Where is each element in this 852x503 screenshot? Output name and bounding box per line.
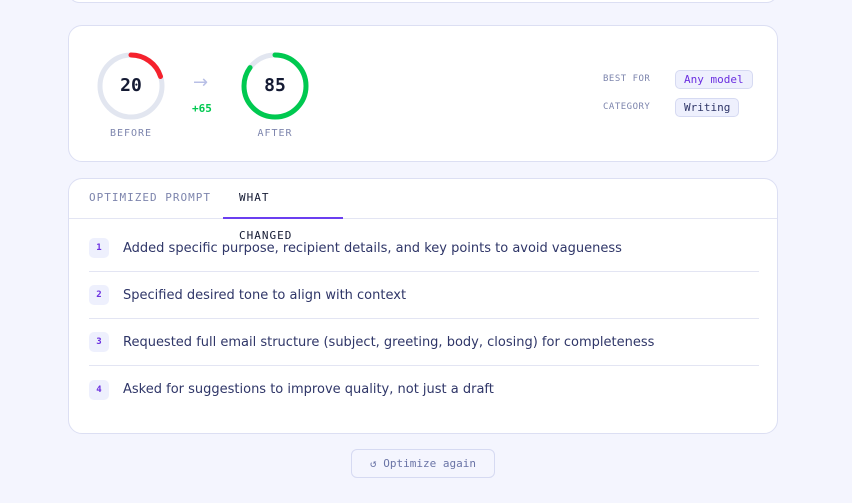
- change-number: 1: [89, 238, 109, 258]
- after-score-ring: 85: [240, 51, 310, 121]
- best-for-label: BEST FOR: [603, 74, 651, 84]
- optimize-again-label: Optimize again: [383, 457, 476, 470]
- after-score: 85: [264, 75, 286, 96]
- tab-what-changed[interactable]: WHAT CHANGED: [223, 179, 343, 242]
- change-item: 4 Asked for suggestions to improve qualit…: [89, 366, 759, 413]
- category-pill: Writing: [675, 98, 740, 117]
- best-for-pill: Any model: [675, 70, 753, 89]
- change-item: 3 Requested full email structure (subject…: [89, 319, 759, 366]
- after-ring-progress: [241, 52, 309, 120]
- score-card: 20 BEFORE → +65 85 AFTER BEST FOR Any mo…: [68, 25, 778, 162]
- before-ring-svg: [97, 52, 165, 120]
- change-item: 1 Added specific purpose, recipient detai…: [89, 225, 759, 272]
- score-delta: +65: [192, 102, 212, 115]
- before-label: BEFORE: [109, 128, 153, 139]
- change-number: 4: [89, 379, 109, 400]
- tab-optimized-prompt[interactable]: OPTIMIZED PROMPT: [89, 191, 211, 204]
- before-ring-progress: [97, 52, 165, 120]
- before-score: 20: [120, 75, 142, 96]
- category-label: CATEGORY: [603, 102, 651, 112]
- tab-bar: OPTIMIZED PROMPT WHAT CHANGED: [69, 179, 777, 242]
- change-text: Asked for suggestions to improve quality…: [123, 382, 494, 397]
- change-number: 3: [89, 332, 109, 352]
- before-score-ring: 20: [96, 51, 166, 121]
- previous-card: [68, 0, 778, 3]
- optimize-again-button[interactable]: ↺ Optimize again: [351, 449, 495, 478]
- after-label: AFTER: [257, 128, 293, 139]
- change-number: 2: [89, 285, 109, 305]
- change-text: Specified desired tone to align with con…: [123, 287, 407, 303]
- change-item: 2 Specified desired tone to align with co…: [89, 272, 759, 319]
- changes-card: OPTIMIZED PROMPT WHAT CHANGED 1 Added spe…: [68, 178, 778, 434]
- after-ring-svg: [241, 52, 309, 120]
- arrow-right-icon: →: [193, 72, 209, 93]
- change-text: Requested full email structure (subject,…: [123, 334, 655, 350]
- refresh-icon: ↺: [370, 457, 377, 470]
- change-text: Added specific purpose, recipient detail…: [123, 240, 622, 256]
